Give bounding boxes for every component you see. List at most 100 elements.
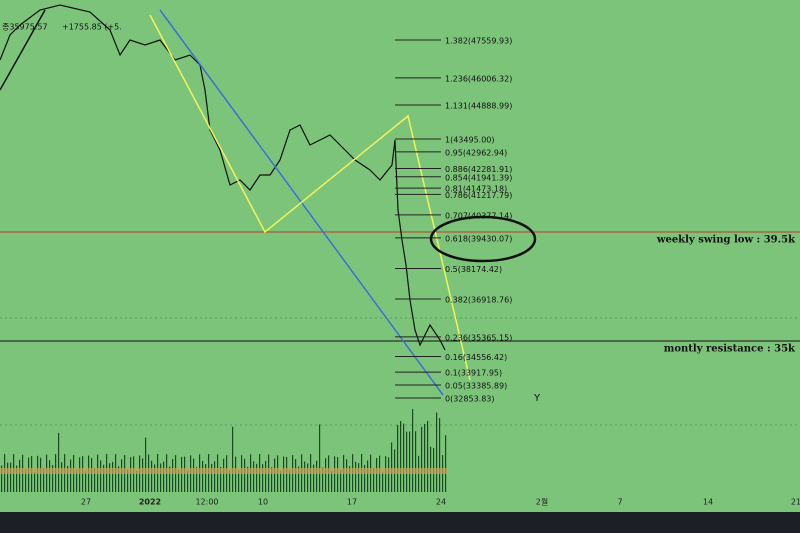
zigzag [149,14,471,381]
volume-bar [295,459,297,492]
volume-bar [400,421,402,492]
volume-bar [406,431,408,492]
volume-bar [76,469,78,492]
fib-label: 0.236(35365.15) [445,333,512,342]
volume-bar [280,470,282,492]
volume-bar [376,458,378,492]
volume-bar [7,462,9,492]
volume-bar [244,458,246,492]
fib-label: 0.05(33385.89) [445,382,507,391]
volume-bar [211,463,213,492]
fib-label: 0.95(42962.94) [445,148,507,157]
volume-bar [61,462,63,492]
volume-bar [82,456,84,492]
fib-label: 0(32853.83) [445,395,495,404]
volume-bar [184,456,186,492]
x-tick-label: 10 [258,498,268,507]
fib-label: 0.16(34556.42) [445,353,507,362]
volume-bar [274,458,276,492]
volume-bar [403,423,405,492]
header-price: 종35975.57 [2,23,48,32]
volume-bar [262,464,264,492]
volume-bar [271,467,273,492]
volume-bar [19,459,21,492]
volume-bar [325,458,327,492]
volume-bar [364,464,366,492]
volume-bar [445,435,447,492]
volume-bar [391,442,393,492]
header-change: +1755.85 (+5. [62,23,122,32]
volume-bar [70,459,72,492]
volume-bar [415,431,417,492]
volume-bar [340,469,342,492]
volume-bar [187,470,189,492]
fib-label: 0.854(41941.39) [445,173,512,182]
annotation: montly resistance : 35k [664,344,796,355]
volume-bar [388,457,390,492]
fib-label: 0.1(33917.95) [445,369,502,378]
fib-label: 0.886(42281.91) [445,165,512,174]
volume-bar [154,464,156,492]
annotation: weekly swing low : 39.5k [656,235,796,246]
volume-bar [427,420,429,492]
volume-bar [121,459,123,492]
volume-bar [304,461,306,492]
volume-bar [229,470,231,492]
volume-bar [247,466,249,492]
volume-bar [1,465,3,492]
volume-bar [100,460,102,492]
volume-bar [214,461,216,492]
volume-bar [349,466,351,492]
volume-bar [334,456,336,492]
volume-bar [103,464,105,492]
volume-bar [172,458,174,492]
volume-bar [178,469,180,492]
volume-bar [424,423,426,492]
bottom-bar [0,512,800,533]
volume-bar [181,456,183,492]
fib-label: 1.131(44888.99) [445,102,512,111]
x-tick-label: 17 [347,498,357,507]
volume-bar [67,465,69,492]
x-tick-label: 24 [436,498,446,507]
x-tick-label: 2022 [139,498,161,507]
volume-bar [202,460,204,492]
volume-bar [163,461,165,492]
highlight-ellipse [429,215,537,263]
volume-bar [355,461,357,492]
volume-bar [397,424,399,492]
volume-bar [118,466,120,492]
volume-bar [436,412,438,492]
volume-bar [238,470,240,492]
volume-bar [331,471,333,492]
volume-bar [136,471,138,492]
volume-bar [256,463,258,492]
volume-bar [205,464,207,492]
volume-bar [145,437,147,492]
volume-bar [91,458,93,492]
volume-bar [151,460,153,492]
volume-bar [322,467,324,492]
volume-bar [409,431,411,492]
volume-bar [373,468,375,492]
fib-label: 0.382(36918.76) [445,296,512,305]
volume-bar [319,424,321,492]
volume-bar [40,457,42,492]
volume-bar [142,458,144,492]
volume-bar [16,465,18,492]
volume-bar [220,467,222,492]
volume-bar [130,457,132,492]
volume-bar [49,460,51,492]
volume-bar [10,462,12,492]
fib-label: 1.236(46006.32) [445,74,512,83]
volume-bar [289,469,291,492]
x-tick-label: 7 [617,498,622,507]
volume-bar [421,426,423,492]
fib-label: 0.81(41473.18) [445,185,507,194]
volume-bar [94,468,96,492]
volume-bar [28,457,30,492]
volume-bar [412,409,414,492]
fib-label: 1.382(47559.93) [445,37,512,46]
volume-bar [337,457,339,492]
